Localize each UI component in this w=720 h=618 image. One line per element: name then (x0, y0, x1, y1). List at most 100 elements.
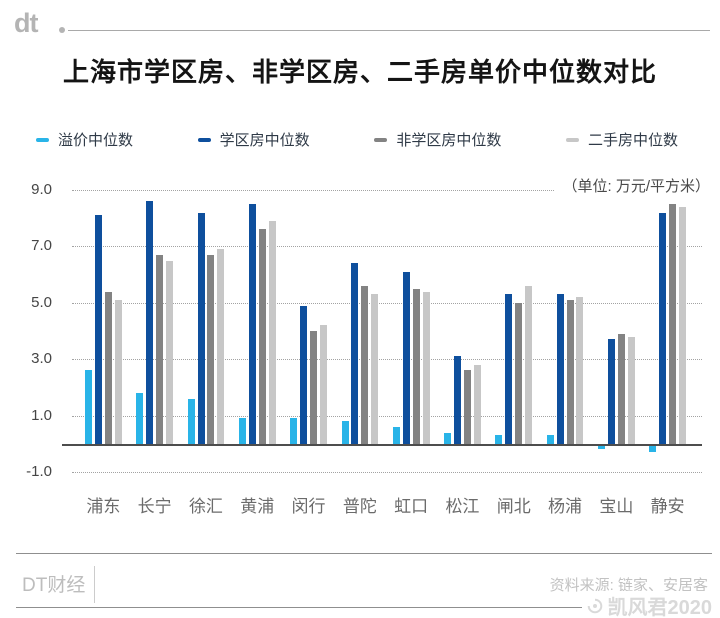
bar-溢价中位数-浦东 (85, 370, 92, 444)
legend-marker-icon (565, 137, 579, 142)
legend-item-非学区房中位数: 非学区房中位数 (374, 129, 501, 150)
bar-非学区房中位数-闵行 (310, 331, 317, 444)
bar-溢价中位数-黄浦 (238, 418, 246, 444)
legend-marker-icon (197, 137, 211, 142)
bar-非学区房中位数-长宁 (156, 254, 164, 444)
bar-二手房中位数-静安 (679, 206, 686, 444)
bar-学区房中位数-普陀 (351, 263, 359, 444)
bar-二手房中位数-长宁 (166, 260, 173, 444)
bar-非学区房中位数-虹口 (412, 288, 420, 444)
legend-label: 学区房中位数 (219, 132, 310, 149)
bar-非学区房中位数-静安 (669, 204, 677, 444)
gridline-1 (72, 415, 702, 417)
bar-非学区房中位数-闸北 (515, 302, 523, 444)
bar-溢价中位数-虹口 (392, 426, 400, 444)
bar-二手房中位数-徐汇 (217, 249, 225, 444)
bar-学区房中位数-闸北 (505, 294, 513, 444)
legend-item-二手房中位数: 二手房中位数 (565, 129, 678, 150)
dt-logo: dt (14, 8, 39, 38)
bar-学区房中位数-松江 (454, 356, 461, 444)
bar-学区房中位数-浦东 (94, 215, 102, 444)
legend-label: 非学区房中位数 (396, 132, 502, 149)
y-tick-label-3: 3.0 (31, 350, 52, 368)
legend-item-溢价中位数: 溢价中位数 (36, 129, 133, 150)
watermark-text: 凯风君2020 (607, 597, 713, 618)
gridline-3 (72, 359, 702, 361)
logo-dot-icon (59, 27, 65, 33)
bar-学区房中位数-宝山 (607, 339, 615, 444)
x-label-静安: 静安 (650, 497, 685, 516)
bar-二手房中位数-浦东 (114, 299, 122, 444)
bar-二手房中位数-宝山 (627, 336, 635, 444)
legend-item-学区房中位数: 学区房中位数 (197, 129, 310, 150)
bar-二手房中位数-闸北 (525, 285, 533, 444)
x-label-宝山: 宝山 (599, 497, 634, 516)
plot-area (62, 190, 702, 490)
bar-学区房中位数-徐汇 (197, 212, 205, 444)
bar-非学区房中位数-普陀 (361, 285, 369, 444)
bar-学区房中位数-黄浦 (248, 204, 256, 444)
unit-label: （单位: 万元/平方米） (554, 175, 710, 196)
y-tick-label-5: 5.0 (31, 293, 52, 311)
x-label-杨浦: 杨浦 (548, 497, 583, 516)
bar-二手房中位数-黄浦 (268, 221, 276, 444)
x-label-虹口: 虹口 (394, 497, 429, 516)
footer-top-line (16, 553, 712, 554)
x-axis-line (62, 443, 702, 446)
bar-非学区房中位数-松江 (463, 370, 471, 444)
bar-溢价中位数-闵行 (290, 418, 298, 444)
footer-divider (94, 566, 95, 603)
bar-溢价中位数-杨浦 (546, 435, 554, 444)
x-label-闸北: 闸北 (496, 497, 531, 516)
bar-非学区房中位数-徐汇 (207, 254, 215, 444)
bar-非学区房中位数-黄浦 (258, 229, 266, 444)
bar-二手房中位数-松江 (473, 364, 481, 444)
bar-学区房中位数-虹口 (402, 271, 410, 444)
bar-二手房中位数-普陀 (371, 294, 379, 444)
bar-溢价中位数-普陀 (341, 421, 349, 444)
y-tick-label-1: 1.0 (31, 406, 52, 424)
gridline--1 (72, 472, 702, 473)
gridline-7 (72, 246, 702, 248)
x-label-普陀: 普陀 (342, 497, 377, 516)
x-label-闵行: 闵行 (291, 497, 326, 516)
bar-溢价中位数-徐汇 (187, 398, 195, 444)
legend-label: 二手房中位数 (587, 132, 678, 149)
legend-label: 溢价中位数 (58, 132, 134, 149)
bar-溢价中位数-闸北 (495, 435, 503, 444)
bar-二手房中位数-闵行 (319, 325, 327, 444)
x-label-浦东: 浦东 (86, 497, 121, 516)
x-label-黄浦: 黄浦 (240, 497, 275, 516)
bar-非学区房中位数-宝山 (617, 333, 625, 444)
bar-溢价中位数-松江 (444, 432, 452, 444)
x-label-长宁: 长宁 (137, 497, 172, 516)
legend-marker-icon (36, 137, 49, 142)
bar-二手房中位数-虹口 (422, 291, 430, 444)
y-tick-label-7: 7.0 (31, 237, 52, 255)
bar-二手房中位数-杨浦 (576, 297, 584, 444)
y-tick-label--1: -1.0 (26, 463, 52, 480)
bar-非学区房中位数-杨浦 (566, 299, 574, 444)
chart-legend: 溢价中位数 学区房中位数 非学区房中位数 二手房中位数 (36, 129, 678, 150)
header-divider-line (68, 30, 710, 31)
chart-title: 上海市学区房、非学区房、二手房单价中位数对比 (62, 57, 657, 87)
bar-学区房中位数-静安 (659, 212, 667, 444)
footer-bottom-line (16, 607, 712, 608)
bar-非学区房中位数-浦东 (104, 291, 112, 444)
x-label-徐汇: 徐汇 (188, 497, 223, 516)
gridline-9 (72, 190, 702, 191)
bar-溢价中位数-长宁 (136, 393, 144, 444)
x-label-松江: 松江 (445, 497, 480, 516)
legend-marker-icon (374, 137, 388, 142)
watermark-swirl-icon (587, 598, 602, 613)
watermark: 凯风君2020 (581, 591, 716, 618)
footer-brand: DT财经 (22, 575, 86, 596)
data-source-text: 资料来源: 链家、安居客 (549, 577, 708, 594)
bar-学区房中位数-闵行 (300, 305, 308, 444)
bar-学区房中位数-杨浦 (556, 294, 564, 444)
gridline-5 (72, 302, 702, 304)
bar-学区房中位数-长宁 (146, 201, 154, 444)
bar-溢价中位数-宝山 (598, 443, 605, 450)
y-tick-label-9: 9.0 (31, 181, 52, 198)
